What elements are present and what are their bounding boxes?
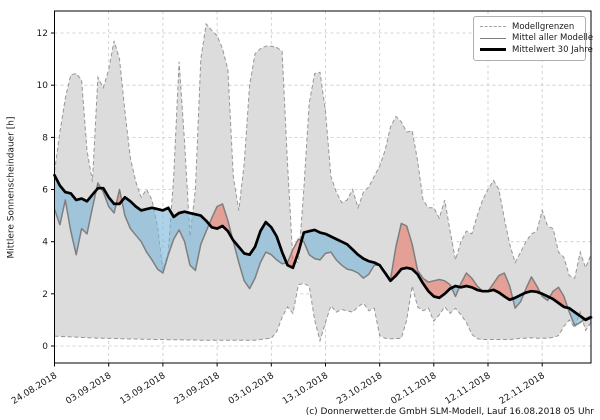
model-mean-line <box>53 182 592 327</box>
legend-label: Mittel aller Modelle <box>512 33 594 44</box>
y-axis-label: Mittlere Sonnenscheindauer [h] <box>6 116 17 259</box>
gray-line-sample-icon <box>480 37 506 39</box>
y-tick-label: 10 <box>37 81 49 91</box>
legend-item-climate-mean: Mittelwert 30 Jahre <box>480 44 593 56</box>
legend-label: Modellgrenzen <box>512 21 575 32</box>
y-tick-label: 0 <box>42 342 48 352</box>
x-tick-label: 03.10.2018 <box>227 371 276 407</box>
plot-border <box>54 10 592 364</box>
x-tick-label: 24.08.2018 <box>10 371 59 407</box>
y-tick-label: 6 <box>42 186 48 196</box>
x-tick-label: 13.10.2018 <box>281 371 330 407</box>
x-tick-label: 23.09.2018 <box>173 371 222 407</box>
axis-ticks <box>51 32 543 367</box>
black-line-sample-icon <box>480 48 506 52</box>
copyright-note: (c) Donnerwetter.de GmbH SLM-Modell, Lau… <box>305 407 594 417</box>
x-tick-label: 22.11.2018 <box>498 371 547 407</box>
y-tick-label: 12 <box>37 29 48 39</box>
x-tick-label: 02.11.2018 <box>389 371 438 407</box>
dashed-line-sample-icon <box>480 26 506 28</box>
climate-mean-line <box>53 173 593 322</box>
legend-item-model-mean: Mittel aller Modelle <box>480 33 593 45</box>
x-tick-label: 03.09.2018 <box>64 371 113 407</box>
legend: Modellgrenzen Mittel aller Modelle Mitte… <box>473 16 593 61</box>
x-tick-label: 23.10.2018 <box>335 371 384 407</box>
legend-item-model-bounds: Modellgrenzen <box>480 21 580 33</box>
legend-label: Mittelwert 30 Jahre <box>512 44 593 55</box>
y-tick-label: 8 <box>42 133 48 143</box>
x-tick-label: 12.11.2018 <box>444 371 493 407</box>
y-tick-label: 4 <box>42 238 48 248</box>
model-range-lower-bound-line <box>54 282 592 343</box>
x-tick-label: 13.09.2018 <box>118 371 167 407</box>
y-tick-label: 2 <box>42 290 48 300</box>
model-range-upper-bound-line <box>54 22 592 279</box>
